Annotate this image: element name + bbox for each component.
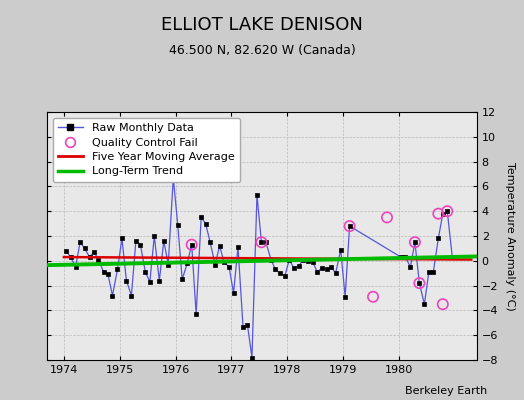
Point — [411, 239, 419, 246]
Point — [369, 294, 377, 300]
Point — [443, 208, 452, 214]
Text: Berkeley Earth: Berkeley Earth — [405, 386, 487, 396]
Legend: Raw Monthly Data, Quality Control Fail, Five Year Moving Average, Long-Term Tren: Raw Monthly Data, Quality Control Fail, … — [53, 118, 240, 182]
Point — [439, 301, 447, 308]
Text: ELLIOT LAKE DENISON: ELLIOT LAKE DENISON — [161, 16, 363, 34]
Point — [345, 223, 354, 229]
Text: 46.500 N, 82.620 W (Canada): 46.500 N, 82.620 W (Canada) — [169, 44, 355, 57]
Point — [383, 214, 391, 221]
Point — [415, 280, 423, 286]
Point — [257, 239, 266, 246]
Y-axis label: Temperature Anomaly (°C): Temperature Anomaly (°C) — [505, 162, 515, 310]
Point — [434, 210, 443, 217]
Point — [188, 242, 196, 248]
